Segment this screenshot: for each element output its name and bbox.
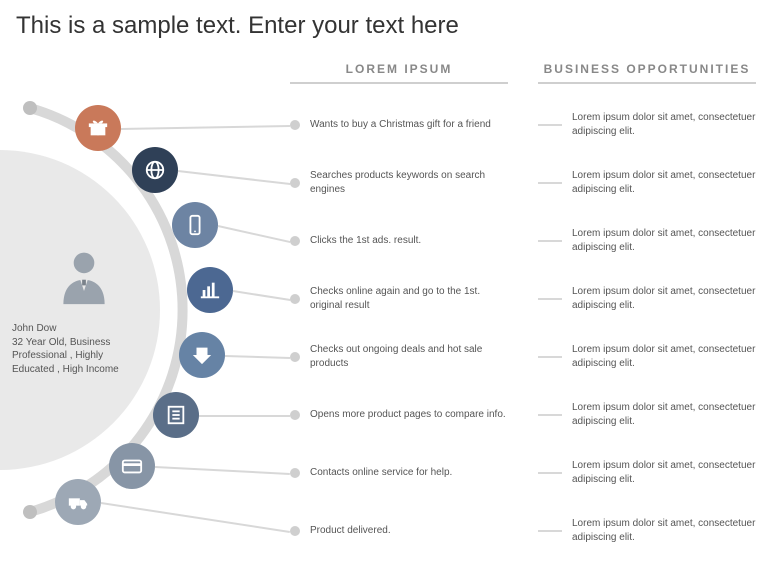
persona-text: John Dow 32 Year Old, Business Professio… <box>12 322 142 376</box>
node-connector <box>218 225 290 243</box>
journey-node-down <box>179 332 225 378</box>
left-row: Product delivered. <box>290 504 508 558</box>
column-right: BUSINESS OPPORTUNITIES Lorem ipsum dolor… <box>538 62 756 562</box>
gift-icon <box>87 117 109 139</box>
phone-icon <box>184 214 206 236</box>
down-icon <box>191 344 213 366</box>
dash-connector <box>538 124 562 126</box>
left-row-text: Checks online again and go to the 1st. o… <box>310 285 508 313</box>
right-row: Lorem ipsum dolor sit amet, consectetuer… <box>538 446 756 500</box>
journey-node-truck <box>55 479 101 525</box>
journey-node-card <box>109 443 155 489</box>
dash-connector <box>538 472 562 474</box>
left-row-text: Opens more product pages to compare info… <box>310 408 506 422</box>
node-connector <box>233 290 290 301</box>
content-columns: LOREM IPSUM Wants to buy a Christmas gif… <box>290 62 756 562</box>
truck-icon <box>67 491 89 513</box>
dash-connector <box>538 356 562 358</box>
right-row-text: Lorem ipsum dolor sit amet, consectetuer… <box>572 169 756 197</box>
dash-connector <box>538 414 562 416</box>
node-connector <box>199 415 290 417</box>
journey-node-chart <box>187 267 233 313</box>
bullet-dot <box>290 236 300 246</box>
right-row: Lorem ipsum dolor sit amet, consectetuer… <box>538 156 756 210</box>
journey-node-globe <box>132 147 178 193</box>
right-row-text: Lorem ipsum dolor sit amet, consectetuer… <box>572 285 756 313</box>
bullet-dot <box>290 120 300 130</box>
right-row: Lorem ipsum dolor sit amet, consectetuer… <box>538 272 756 326</box>
right-row: Lorem ipsum dolor sit amet, consectetuer… <box>538 330 756 384</box>
right-row-text: Lorem ipsum dolor sit amet, consectetuer… <box>572 517 756 545</box>
journey-node-list <box>153 392 199 438</box>
dash-connector <box>538 240 562 242</box>
persona-panel: John Dow 32 Year Old, Business Professio… <box>0 150 160 470</box>
bullet-dot <box>290 526 300 536</box>
left-row-text: Clicks the 1st ads. result. <box>310 234 421 248</box>
left-row: Checks out ongoing deals and hot sale pr… <box>290 330 508 384</box>
bullet-dot <box>290 294 300 304</box>
right-row: Lorem ipsum dolor sit amet, consectetuer… <box>538 504 756 558</box>
persona-desc: 32 Year Old, Business Professional , Hig… <box>12 337 119 375</box>
arc-end-bottom <box>23 505 37 519</box>
node-connector <box>178 170 290 185</box>
chart-icon <box>199 279 221 301</box>
right-row: Lorem ipsum dolor sit amet, consectetuer… <box>538 214 756 268</box>
left-row-text: Searches products keywords on search eng… <box>310 169 508 197</box>
node-connector <box>225 355 290 359</box>
arc-end-top <box>23 101 37 115</box>
card-icon <box>121 455 143 477</box>
left-row: Wants to buy a Christmas gift for a frie… <box>290 98 508 152</box>
journey-node-phone <box>172 202 218 248</box>
node-connector <box>101 502 290 533</box>
left-row-text: Contacts online service for help. <box>310 466 452 480</box>
right-row: Lorem ipsum dolor sit amet, consectetuer… <box>538 98 756 152</box>
left-row: Opens more product pages to compare info… <box>290 388 508 442</box>
right-row-text: Lorem ipsum dolor sit amet, consectetuer… <box>572 111 756 139</box>
column-left: LOREM IPSUM Wants to buy a Christmas gif… <box>290 62 508 562</box>
person-icon <box>54 246 114 306</box>
bullet-dot <box>290 468 300 478</box>
dash-connector <box>538 530 562 532</box>
column-left-header: LOREM IPSUM <box>290 62 508 84</box>
dash-connector <box>538 182 562 184</box>
journey-node-gift <box>75 105 121 151</box>
list-icon <box>165 404 187 426</box>
right-row-text: Lorem ipsum dolor sit amet, consectetuer… <box>572 459 756 487</box>
node-connector <box>121 125 290 130</box>
left-row-text: Product delivered. <box>310 524 391 538</box>
globe-icon <box>144 159 166 181</box>
left-row: Clicks the 1st ads. result. <box>290 214 508 268</box>
left-row-text: Checks out ongoing deals and hot sale pr… <box>310 343 508 371</box>
right-row: Lorem ipsum dolor sit amet, consectetuer… <box>538 388 756 442</box>
left-row: Searches products keywords on search eng… <box>290 156 508 210</box>
persona-name: John Dow <box>12 322 142 336</box>
left-row: Checks online again and go to the 1st. o… <box>290 272 508 326</box>
dash-connector <box>538 298 562 300</box>
bullet-dot <box>290 352 300 362</box>
node-connector <box>155 466 290 475</box>
right-row-text: Lorem ipsum dolor sit amet, consectetuer… <box>572 401 756 429</box>
page-title: This is a sample text. Enter your text h… <box>16 12 459 40</box>
left-row-text: Wants to buy a Christmas gift for a frie… <box>310 118 491 132</box>
right-row-text: Lorem ipsum dolor sit amet, consectetuer… <box>572 227 756 255</box>
left-row: Contacts online service for help. <box>290 446 508 500</box>
column-right-header: BUSINESS OPPORTUNITIES <box>538 62 756 84</box>
bullet-dot <box>290 410 300 420</box>
right-row-text: Lorem ipsum dolor sit amet, consectetuer… <box>572 343 756 371</box>
persona-avatar <box>48 240 120 312</box>
bullet-dot <box>290 178 300 188</box>
